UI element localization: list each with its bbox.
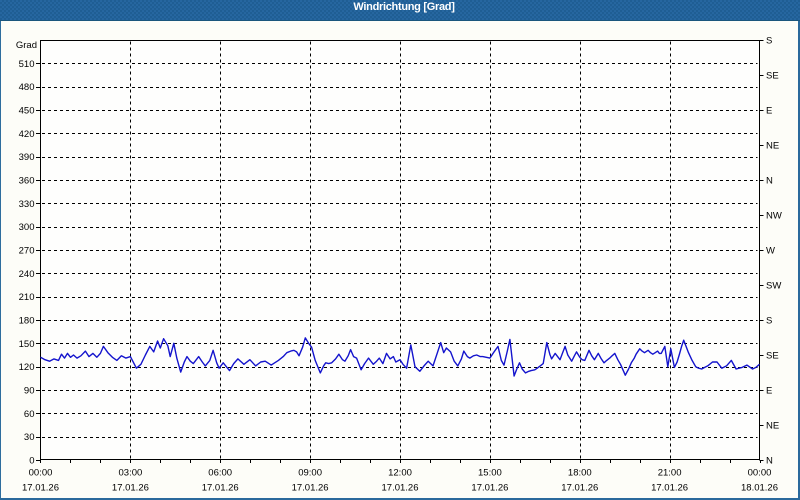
svg-text:15:00: 15:00 <box>478 468 502 479</box>
svg-text:Grad: Grad <box>16 40 37 51</box>
svg-text:330: 330 <box>19 199 35 210</box>
svg-text:00:00: 00:00 <box>29 468 53 479</box>
svg-text:N: N <box>766 176 773 187</box>
svg-text:60: 60 <box>24 409 35 420</box>
svg-text:12:00: 12:00 <box>388 468 412 479</box>
svg-text:17.01.26: 17.01.26 <box>292 483 329 494</box>
svg-text:510: 510 <box>19 59 35 70</box>
svg-text:17.01.26: 17.01.26 <box>561 483 598 494</box>
svg-text:SW: SW <box>766 281 781 292</box>
svg-text:00:00: 00:00 <box>748 468 772 479</box>
svg-text:NE: NE <box>766 421 779 432</box>
svg-text:150: 150 <box>19 339 35 350</box>
svg-text:E: E <box>766 386 772 397</box>
svg-text:SE: SE <box>766 351 779 362</box>
svg-text:06:00: 06:00 <box>208 468 232 479</box>
svg-text:21:00: 21:00 <box>658 468 682 479</box>
svg-text:0: 0 <box>29 456 34 467</box>
svg-text:270: 270 <box>19 246 35 257</box>
svg-text:390: 390 <box>19 152 35 163</box>
svg-text:17.01.26: 17.01.26 <box>651 483 688 494</box>
svg-text:18:00: 18:00 <box>568 468 592 479</box>
svg-text:17.01.26: 17.01.26 <box>382 483 419 494</box>
svg-text:420: 420 <box>19 129 35 140</box>
svg-text:480: 480 <box>19 82 35 93</box>
svg-text:E: E <box>766 106 772 117</box>
svg-text:17.01.26: 17.01.26 <box>22 483 59 494</box>
svg-text:NW: NW <box>766 211 782 222</box>
svg-text:360: 360 <box>19 176 35 187</box>
svg-text:S: S <box>766 36 772 47</box>
svg-text:17.01.26: 17.01.26 <box>202 483 239 494</box>
svg-text:NE: NE <box>766 141 779 152</box>
svg-text:90: 90 <box>24 386 35 397</box>
svg-text:18.01.26: 18.01.26 <box>741 483 778 494</box>
svg-text:240: 240 <box>19 269 35 280</box>
svg-text:09:00: 09:00 <box>298 468 322 479</box>
svg-text:SE: SE <box>766 71 779 82</box>
svg-text:S: S <box>766 316 772 327</box>
svg-text:180: 180 <box>19 316 35 327</box>
svg-text:30: 30 <box>24 432 35 443</box>
svg-text:N: N <box>766 456 773 467</box>
svg-text:120: 120 <box>19 362 35 373</box>
svg-text:300: 300 <box>19 222 35 233</box>
svg-text:W: W <box>766 246 775 257</box>
svg-text:450: 450 <box>19 106 35 117</box>
svg-text:03:00: 03:00 <box>119 468 143 479</box>
svg-text:17.01.26: 17.01.26 <box>112 483 149 494</box>
svg-text:210: 210 <box>19 292 35 303</box>
svg-text:17.01.26: 17.01.26 <box>471 483 508 494</box>
